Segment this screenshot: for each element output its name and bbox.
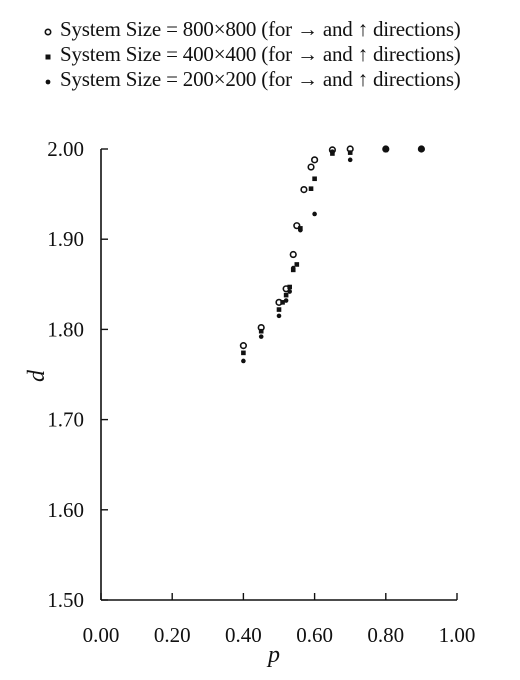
data-point bbox=[280, 300, 285, 305]
data-point bbox=[347, 150, 353, 155]
axes-layer bbox=[100, 149, 457, 601]
filled-dot-marker-icon bbox=[45, 79, 51, 84]
data-point bbox=[419, 147, 424, 153]
data-point bbox=[283, 292, 289, 298]
x-tick-label: 0.00 bbox=[83, 623, 120, 647]
y-tick-label: 1.80 bbox=[47, 317, 84, 341]
filled-square-marker-icon bbox=[45, 54, 51, 59]
data-point bbox=[347, 157, 353, 163]
y-tick-label: 1.70 bbox=[47, 408, 84, 432]
data-point bbox=[307, 163, 315, 171]
y-tick-label: 2.00 bbox=[47, 137, 84, 161]
data-point bbox=[308, 186, 314, 191]
legend-label-200: System Size = 200×200 (for → and ↑ direc… bbox=[60, 66, 461, 91]
data-point bbox=[276, 307, 282, 312]
x-axis-label: p bbox=[266, 642, 280, 668]
data-point bbox=[258, 334, 264, 339]
data-point bbox=[276, 313, 282, 319]
x-tick-label: 0.80 bbox=[367, 623, 404, 647]
series-3-points bbox=[241, 146, 424, 364]
data-point bbox=[241, 350, 246, 356]
data-point bbox=[298, 227, 303, 233]
y-tick-label: 1.90 bbox=[47, 227, 84, 251]
data-point bbox=[290, 265, 296, 271]
data-point bbox=[258, 328, 264, 334]
series-1-points bbox=[239, 145, 426, 350]
data-point bbox=[312, 176, 317, 182]
data-point bbox=[287, 284, 292, 290]
chart-legend: System Size = 800×800 (for → and ↑ direc… bbox=[40, 16, 510, 91]
data-point bbox=[312, 211, 317, 217]
data-point bbox=[330, 149, 335, 155]
legend-label-400: System Size = 400×400 (for → and ↑ direc… bbox=[60, 41, 461, 66]
data-point bbox=[294, 262, 300, 267]
data-point bbox=[311, 156, 319, 164]
data-point bbox=[287, 289, 292, 294]
data-point bbox=[383, 146, 389, 152]
open-circle-marker-icon bbox=[44, 28, 52, 36]
series-2-points bbox=[241, 146, 424, 356]
data-point bbox=[300, 185, 308, 194]
y-axis-label: d bbox=[24, 369, 50, 382]
y-tick-label: 1.50 bbox=[47, 588, 84, 612]
legend-label-800: System Size = 800×800 (for → and ↑ direc… bbox=[60, 16, 461, 41]
data-point bbox=[241, 358, 246, 364]
x-tick-label: 0.20 bbox=[154, 623, 191, 647]
x-tick-label: 0.60 bbox=[296, 623, 333, 647]
x-tick-label: 1.00 bbox=[439, 623, 476, 647]
data-point bbox=[289, 250, 297, 259]
legend-item-200: System Size = 200×200 (for → and ↑ direc… bbox=[40, 66, 510, 91]
data-point bbox=[283, 298, 289, 303]
ticks-layer: 0.00 0.20 0.40 0.60 0.80 1.00 1.50 1.60 1.70 1.80… bbox=[47, 137, 475, 647]
data-point bbox=[239, 342, 247, 350]
y-tick-label: 1.60 bbox=[47, 498, 84, 522]
legend-item-800: System Size = 800×800 (for → and ↑ direc… bbox=[40, 16, 510, 41]
x-tick-label: 0.40 bbox=[225, 623, 262, 647]
legend-item-400: System Size = 400×400 (for → and ↑ direc… bbox=[40, 41, 510, 66]
points-layer bbox=[239, 145, 426, 364]
